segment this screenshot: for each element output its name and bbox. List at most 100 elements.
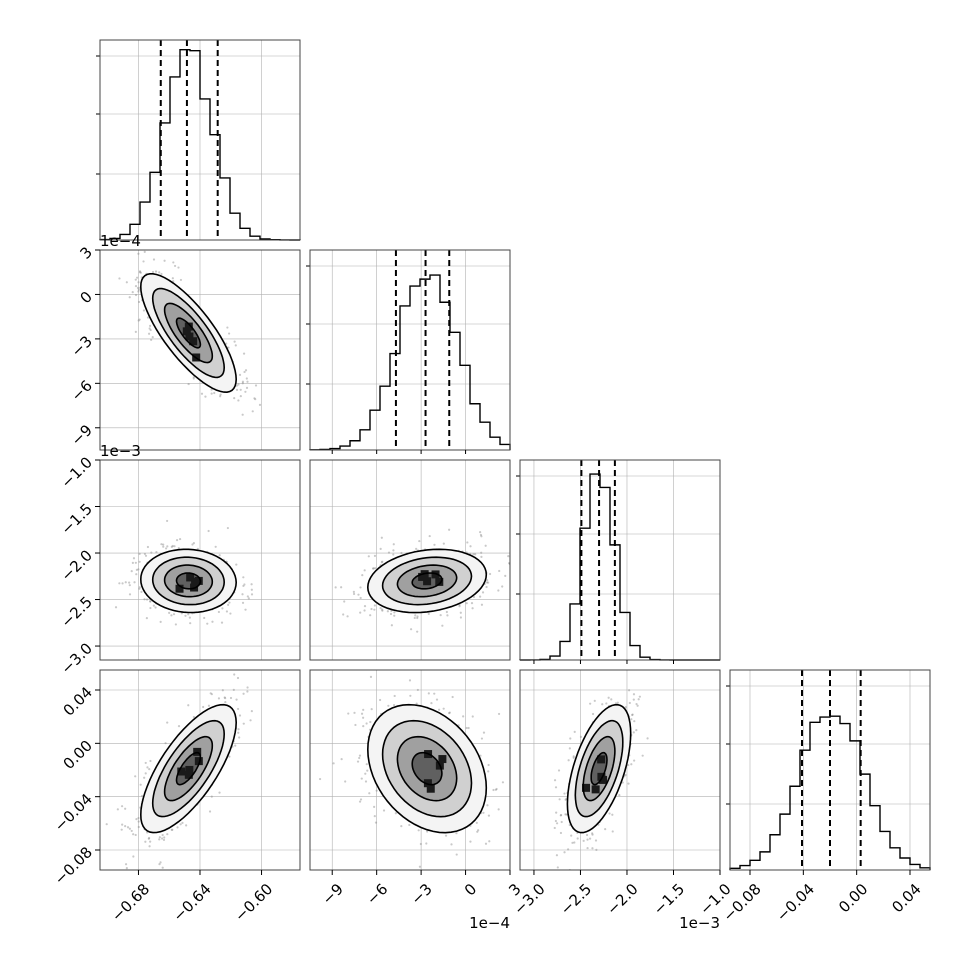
scatter-point	[185, 824, 188, 827]
scatter-point	[158, 271, 161, 274]
scatter-point	[233, 396, 236, 400]
contour-line	[566, 703, 632, 834]
scatter-point	[187, 382, 190, 386]
scatter-point	[91, 230, 93, 232]
scatter-point	[235, 698, 238, 701]
scatter-point	[455, 853, 458, 856]
scatter-point	[237, 728, 240, 731]
scatter-point	[553, 779, 557, 782]
scatter-point	[359, 798, 363, 801]
scatter-point	[245, 386, 249, 389]
joint-content	[114, 519, 254, 626]
scatter-point	[138, 271, 142, 274]
scatter-point	[451, 695, 454, 699]
scatter-point	[628, 701, 631, 705]
scatter-point	[459, 616, 463, 619]
density-fill	[412, 752, 442, 785]
scatter-point	[442, 542, 445, 545]
scatter-point	[176, 826, 179, 829]
scatter-point	[147, 837, 150, 840]
scatter-point	[591, 832, 594, 835]
scatter-point	[171, 828, 174, 831]
scatter-point	[361, 574, 364, 577]
x-tick-label: −0.60	[231, 880, 276, 925]
y-tick-label: −0.08	[51, 843, 96, 888]
contour-line	[163, 735, 214, 802]
scatter-point	[234, 344, 237, 347]
scatter-point	[362, 724, 365, 728]
scatter-point	[173, 545, 176, 548]
scatter-point	[372, 567, 375, 570]
scatter-point	[357, 593, 360, 596]
joint-panel-2-3	[519, 669, 721, 871]
scatter-point	[497, 712, 501, 716]
scatter-point	[246, 595, 249, 598]
scatter-point	[128, 584, 131, 587]
scatter-point	[134, 833, 137, 837]
scatter-point	[144, 840, 147, 843]
scatter-point	[486, 581, 490, 584]
scatter-point	[488, 572, 492, 576]
density-core	[438, 755, 447, 764]
marginal-panel-3	[726, 669, 931, 871]
scatter-point	[166, 519, 169, 523]
scatter-point	[632, 693, 636, 696]
scatter-point	[559, 813, 563, 817]
scatter-point	[437, 708, 441, 711]
scatter-point	[614, 702, 618, 705]
scatter-point	[245, 377, 248, 380]
scatter-point	[144, 554, 148, 557]
contour-line	[139, 548, 238, 614]
scatter-point	[466, 541, 469, 544]
scatter-point	[472, 595, 476, 599]
scatter-point	[250, 710, 253, 713]
density-core	[185, 765, 194, 774]
scatter-point	[164, 742, 167, 745]
scatter-point	[380, 536, 383, 539]
scatter-point	[589, 702, 592, 705]
scatter-point	[238, 714, 242, 717]
scatter-point	[559, 814, 562, 817]
scatter-point	[365, 763, 368, 766]
density-core	[582, 783, 591, 792]
scatter-point	[175, 539, 179, 542]
scatter-point	[467, 726, 470, 730]
scatter-point	[414, 614, 417, 617]
scatter-point	[124, 825, 127, 828]
scatter-point	[154, 606, 157, 609]
x-tick-label: 0	[461, 880, 480, 899]
scatter-point	[487, 814, 491, 817]
scatter-point	[150, 551, 153, 554]
scatter-point	[140, 794, 144, 798]
scatter-point	[363, 609, 366, 612]
scatter-point	[235, 388, 239, 391]
scatter-point	[149, 606, 152, 610]
scatter-point	[238, 373, 242, 376]
scatter-point	[124, 807, 127, 810]
joint-panel-0-1	[91, 230, 301, 451]
scatter-point	[139, 271, 142, 274]
panel-frame	[309, 669, 511, 871]
y-offset-text: 1e−4	[100, 232, 141, 250]
scatter-point	[427, 612, 430, 615]
scatter-point	[219, 395, 222, 398]
density-core	[184, 322, 193, 331]
contour-line	[574, 719, 624, 818]
scatter-point	[134, 284, 138, 288]
y-tick-label: −9	[68, 421, 96, 449]
scatter-point	[381, 609, 384, 612]
joint-panel-0-3	[99, 669, 301, 871]
scatter-point	[131, 561, 134, 564]
scatter-point	[135, 568, 138, 571]
scatter-point	[485, 581, 489, 584]
scatter-point	[155, 550, 158, 554]
scatter-point	[418, 865, 422, 868]
scatter-point	[486, 804, 489, 807]
scatter-point	[408, 679, 412, 682]
scatter-point	[428, 534, 431, 538]
scatter-point	[227, 603, 230, 606]
scatter-point	[635, 728, 638, 732]
y-tick-label: −2.5	[58, 593, 96, 631]
scatter-point	[144, 761, 147, 765]
scatter-point	[469, 840, 472, 843]
